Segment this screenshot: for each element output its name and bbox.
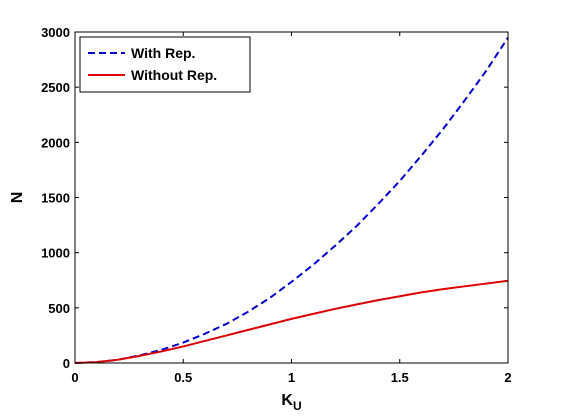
y-axis-label: N <box>9 192 26 204</box>
legend: With Rep. Without Rep. <box>79 36 251 93</box>
x-tick-label: 0 <box>71 370 78 385</box>
y-tick-label: 0 <box>63 356 70 371</box>
series-line-without-rep <box>74 279 509 364</box>
y-tick-label: 2500 <box>41 80 70 95</box>
x-tick-label: 1.5 <box>391 370 409 385</box>
legend-label-without-rep: Without Rep. <box>131 67 217 83</box>
plot-frame <box>74 31 509 364</box>
y-tick-label: 2000 <box>41 135 70 150</box>
legend-box <box>79 36 251 93</box>
plot-content <box>74 36 509 364</box>
x-tick-label: 2 <box>504 370 511 385</box>
x-tick-label: 1 <box>288 370 295 385</box>
y-tick-label: 3000 <box>41 25 70 40</box>
x-axis-label: KU <box>281 392 301 413</box>
x-axis-label-main: K <box>281 392 293 409</box>
y-axis-ticks: 0 500 1000 1500 2000 2500 3000 <box>41 25 508 371</box>
x-axis-ticks: 0 0.5 1 1.5 2 <box>71 32 512 385</box>
y-tick-label: 500 <box>48 301 70 316</box>
y-tick-label: 1500 <box>41 191 70 206</box>
x-tick-label: 0.5 <box>174 370 192 385</box>
y-tick-label: 1000 <box>41 246 70 261</box>
legend-label-with-rep: With Rep. <box>131 45 195 61</box>
x-axis-label-subscript: U <box>293 399 302 413</box>
